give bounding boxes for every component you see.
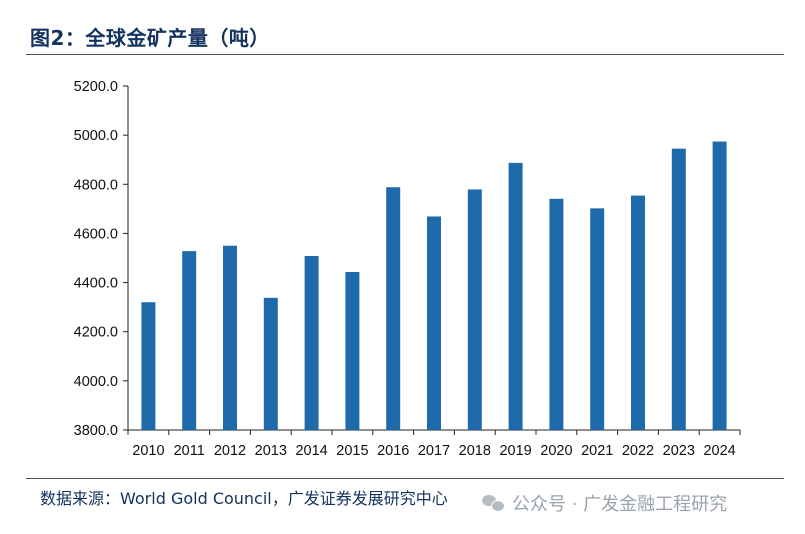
x-tick-label: 2014	[295, 443, 327, 459]
y-tick-label: 3800.0	[74, 423, 118, 439]
bar-2024	[712, 141, 727, 430]
bar-2010	[141, 302, 156, 430]
y-tick-label: 4000.0	[74, 374, 118, 390]
bar-2017	[427, 216, 441, 430]
bar-2018	[467, 189, 482, 430]
bottom-divider	[26, 478, 784, 479]
x-tick-label: 2011	[174, 443, 205, 459]
x-tick-label: 2023	[663, 443, 695, 459]
bar-2015	[345, 272, 360, 430]
x-tick-label: 2016	[377, 443, 409, 459]
bar-2023	[671, 148, 686, 430]
bar-2016	[386, 187, 401, 430]
x-tick-label: 2018	[459, 443, 491, 459]
watermark: 公众号 · 广发金融工程研究	[482, 490, 727, 516]
x-tick-label: 2012	[214, 443, 246, 459]
y-tick-label: 4600.0	[74, 226, 118, 242]
x-tick-label: 2024	[703, 443, 735, 459]
y-tick-label: 5000.0	[74, 128, 118, 144]
y-tick-label: 4400.0	[74, 276, 118, 292]
source-note: 数据来源：World Gold Council，广发证券发展研究中心	[40, 489, 448, 508]
x-tick-label: 2013	[255, 443, 287, 459]
x-axis: 2010 2011 2012 2013 2014 2015 2016 2017 2018 2019…	[127, 429, 741, 459]
x-tick-label: 2019	[499, 443, 531, 459]
y-tick-label: 5200.0	[74, 79, 118, 95]
bar-2022	[631, 195, 645, 430]
bar-2019	[508, 162, 523, 430]
x-tick-label: 2020	[540, 443, 572, 459]
wechat-icon	[482, 495, 505, 512]
watermark-text: 公众号 · 广发金融工程研究	[512, 494, 728, 515]
bar-2013	[263, 297, 278, 430]
y-axis: 3800.0 4000.0 4200.0 4400.0 4600.0 4800.0 5000…	[74, 79, 129, 439]
x-tick-label: 2010	[132, 443, 164, 459]
x-tick-label: 2015	[336, 443, 368, 459]
bar-2011	[182, 251, 197, 430]
x-tick-label: 2021	[581, 443, 613, 459]
y-tick-label: 4200.0	[74, 325, 118, 341]
y-tick-label: 4800.0	[74, 177, 118, 193]
bar-2014	[304, 256, 319, 430]
chart-title: 图2：全球金矿产量（吨）	[30, 26, 270, 50]
x-tick-label: 2022	[622, 443, 654, 459]
bar-2020	[549, 198, 564, 430]
top-divider	[26, 54, 784, 55]
bar-2012	[223, 245, 237, 430]
bar-2021	[590, 208, 605, 430]
bar-series	[141, 141, 727, 430]
x-tick-label: 2017	[418, 443, 450, 459]
